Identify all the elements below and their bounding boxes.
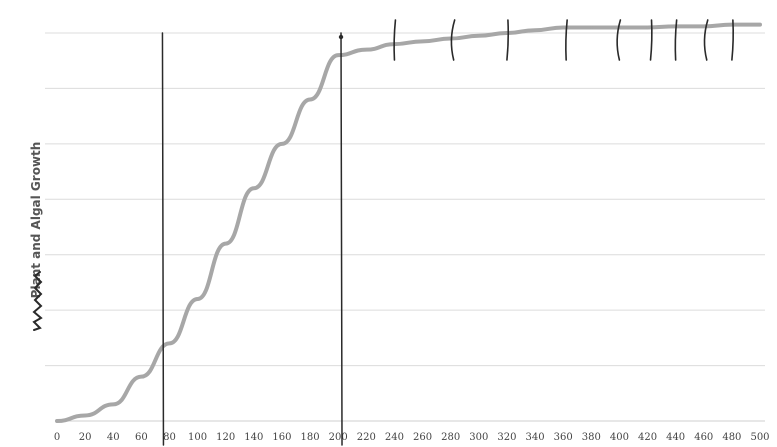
annotation-tick-mark: [616, 19, 622, 61]
annotation-tick-mark: [506, 19, 510, 61]
x-tick-label: 220: [357, 432, 376, 443]
annotation-tick-mark: [731, 19, 735, 61]
annotation-tick-mark: [703, 19, 709, 61]
x-tick-label: 280: [441, 432, 460, 443]
annotation-tick-mark: [393, 19, 397, 61]
data-point: [336, 53, 340, 57]
gridlines: [45, 32, 765, 367]
data-point: [224, 242, 228, 246]
x-tick-label: 480: [722, 432, 741, 443]
data-point: [561, 25, 565, 29]
x-tick-label: 160: [272, 432, 291, 443]
x-tick-label: 0: [54, 432, 60, 443]
x-tick-label: 360: [554, 432, 573, 443]
x-tick-label: 60: [135, 432, 148, 443]
data-point: [477, 34, 481, 38]
x-tick-label: 140: [244, 432, 263, 443]
x-tick-label: 380: [582, 432, 601, 443]
data-point: [55, 419, 59, 423]
data-point: [589, 25, 593, 29]
data-point: [758, 23, 762, 27]
x-tick-label: 340: [525, 432, 544, 443]
data-point: [533, 28, 537, 32]
data-point: [139, 375, 143, 379]
annotation-tick-mark: [649, 19, 653, 61]
x-tick-label: 80: [163, 432, 176, 443]
series-line-group: [55, 22, 762, 423]
y-axis-label: Plant and Algal Growth: [29, 142, 43, 299]
data-point: [111, 402, 115, 406]
annotation-vertical-line: [340, 32, 343, 446]
scribble-mark: [32, 271, 43, 331]
x-tick-label: 120: [216, 432, 235, 443]
annotation-tick-mark: [565, 19, 568, 61]
x-tick-label: 500: [750, 432, 769, 443]
data-point: [196, 297, 200, 301]
x-tick-label: 400: [610, 432, 629, 443]
x-tick-label: 260: [413, 432, 432, 443]
annotation-vertical-line: [161, 32, 165, 446]
x-tick-label: 20: [79, 432, 92, 443]
data-point: [702, 24, 706, 28]
x-tick-label: 180: [301, 432, 320, 443]
annotation-dot: [338, 34, 344, 40]
data-point: [364, 48, 368, 52]
x-tick-label: 320: [497, 432, 516, 443]
data-point: [252, 186, 256, 190]
x-tick-label: 440: [666, 432, 685, 443]
data-point: [308, 98, 312, 102]
annotation-tick-mark: [674, 19, 678, 61]
data-point: [280, 142, 284, 146]
x-tick-label: 300: [469, 432, 488, 443]
data-point: [421, 39, 425, 43]
x-tick-label: 460: [694, 432, 713, 443]
x-tick-labels: 0 20 40 60 80 100 120 140 160 180 200 220 240 260 280 3…: [54, 432, 770, 443]
data-point: [167, 341, 171, 345]
data-point: [646, 25, 650, 29]
data-point: [83, 413, 87, 417]
x-tick-label: 240: [385, 432, 404, 443]
x-tick-label: 100: [188, 432, 207, 443]
annotation-tick-mark: [450, 19, 456, 61]
x-tick-label: 200: [329, 432, 348, 443]
x-tick-label: 420: [638, 432, 657, 443]
handwritten-annotations: [161, 19, 735, 446]
x-tick-label: 40: [107, 432, 120, 443]
